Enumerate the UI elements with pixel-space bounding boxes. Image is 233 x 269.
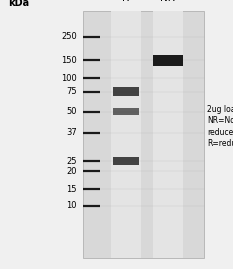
Bar (113, 108, 139, 115)
Bar (113, 157, 139, 165)
Text: 250: 250 (61, 32, 77, 41)
Text: NR: NR (160, 0, 175, 3)
Text: 10: 10 (66, 201, 77, 210)
Text: 37: 37 (66, 128, 77, 137)
Text: 75: 75 (66, 87, 77, 96)
Text: 25: 25 (66, 157, 77, 166)
Bar (83, 11, 204, 258)
Text: 150: 150 (61, 56, 77, 65)
Text: R: R (122, 0, 129, 3)
Text: 50: 50 (66, 107, 77, 116)
Text: 2ug loading
NR=Non-
reduced
R=reduced: 2ug loading NR=Non- reduced R=reduced (207, 105, 233, 148)
Text: 100: 100 (61, 74, 77, 83)
Bar (153, 11, 183, 258)
Text: 15: 15 (66, 185, 77, 194)
Text: kDa: kDa (8, 0, 29, 8)
Bar (153, 55, 183, 66)
Bar (113, 87, 139, 96)
Text: 20: 20 (66, 167, 77, 176)
Bar (111, 11, 141, 258)
